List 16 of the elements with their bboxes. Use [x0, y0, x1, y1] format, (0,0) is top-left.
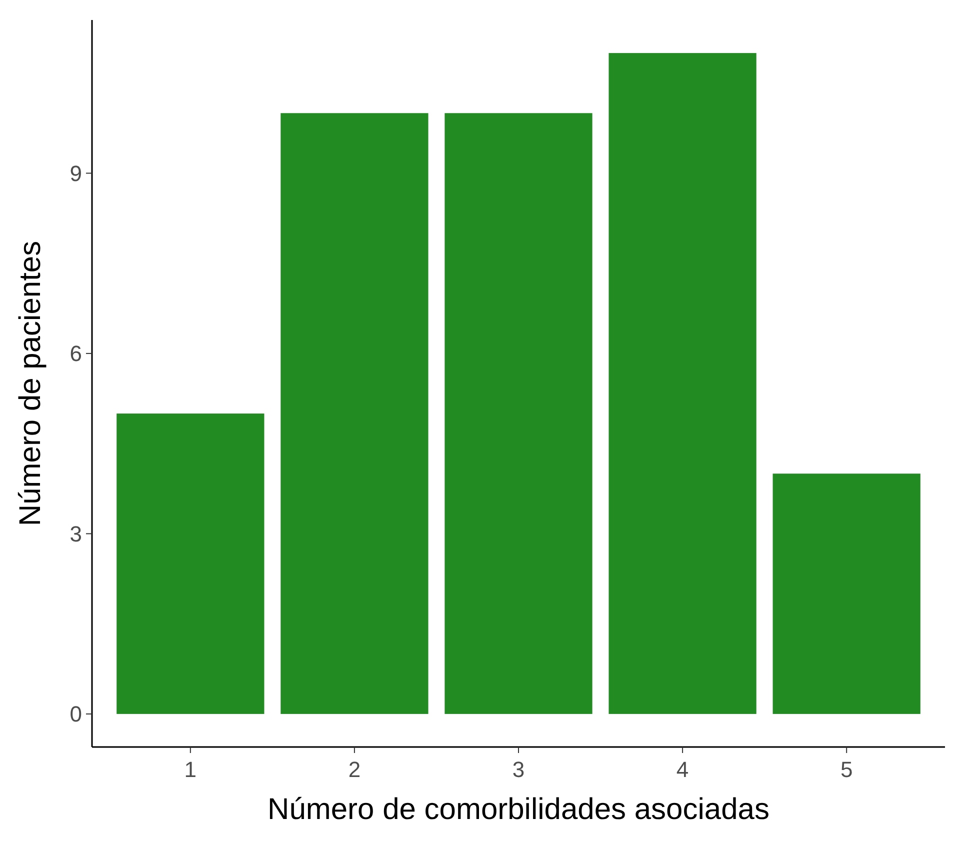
bar	[608, 53, 756, 714]
bar	[772, 474, 920, 714]
x-tick-label: 1	[184, 757, 197, 782]
y-tick-label: 9	[70, 160, 82, 186]
x-axis-title: Número de comorbilidades asociadas	[268, 793, 770, 826]
y-tick-label: 6	[70, 341, 82, 366]
x-tick-label: 4	[676, 757, 689, 782]
x-tick-label: 3	[512, 757, 525, 782]
bar	[444, 113, 592, 714]
bar	[280, 113, 428, 714]
y-tick-label: 0	[70, 702, 82, 727]
y-axis-title: Número de pacientes	[14, 240, 47, 526]
x-tick-label: 5	[840, 757, 853, 782]
x-tick-label: 2	[348, 757, 361, 782]
bar	[116, 414, 264, 714]
y-tick-label: 3	[70, 521, 82, 546]
